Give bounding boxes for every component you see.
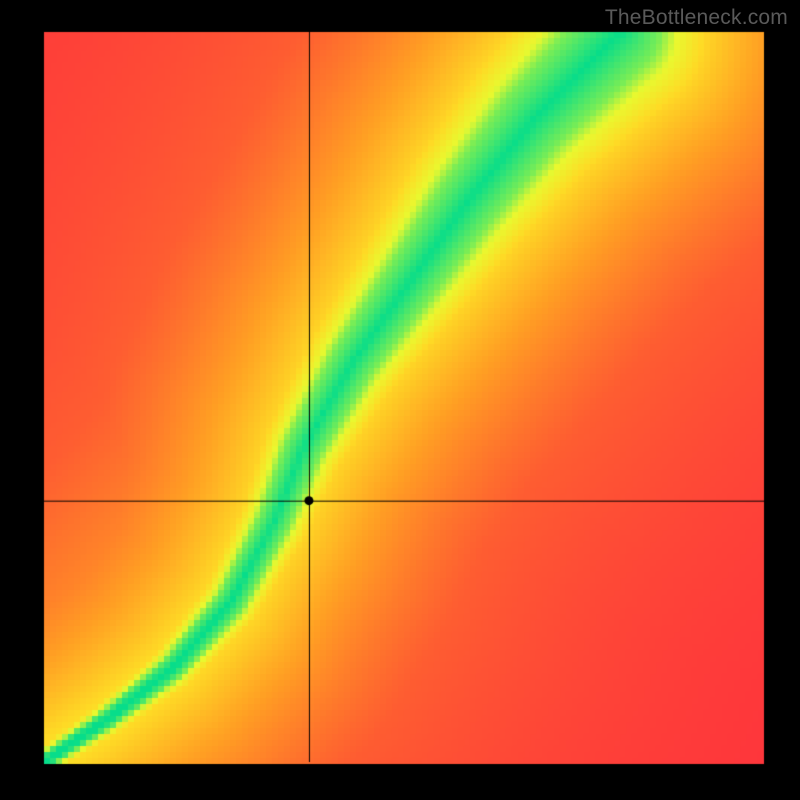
- heatmap-canvas: [0, 0, 800, 800]
- watermark-text: TheBottleneck.com: [605, 6, 788, 30]
- chart-container: TheBottleneck.com: [0, 0, 800, 800]
